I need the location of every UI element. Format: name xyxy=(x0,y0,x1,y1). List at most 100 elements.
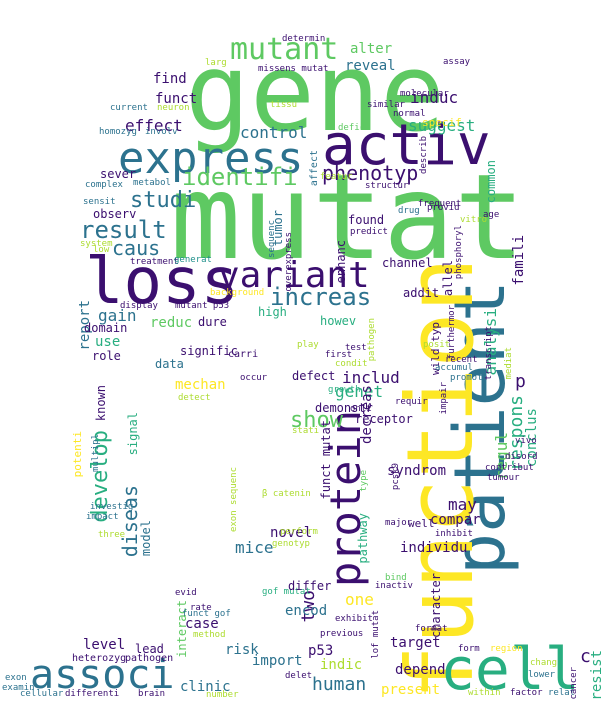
word-funct-mutat: funct mutat xyxy=(319,420,333,500)
word-depend: depend xyxy=(395,662,446,678)
word-play: play xyxy=(297,340,319,350)
word-mutant: mutant xyxy=(230,32,339,67)
word-allel: allel xyxy=(441,260,455,297)
word-model: model xyxy=(139,520,153,557)
word-within: within xyxy=(468,688,501,698)
word-individu: individu xyxy=(400,540,468,556)
word-mutant-p53: mutant p53 xyxy=(175,301,230,311)
word-receptor: receptor xyxy=(355,412,413,426)
word-present: present xyxy=(381,682,441,698)
word-novel: novel xyxy=(270,525,313,541)
word-decreas: decreas xyxy=(359,385,375,445)
word-case: case xyxy=(185,616,219,632)
word-test: test xyxy=(345,343,367,353)
word-heterozyg: heterozyg xyxy=(72,653,127,664)
word-p: p xyxy=(515,371,526,392)
word-character: character xyxy=(429,573,443,639)
word-delet: delet xyxy=(285,671,313,681)
word-howev: howev xyxy=(320,314,357,328)
word-observ: observ xyxy=(93,207,137,221)
word-lead: lead xyxy=(135,642,164,656)
word-gain: gain xyxy=(98,306,137,325)
word-dure: dure xyxy=(198,315,227,329)
word-diseas: diseas xyxy=(118,485,142,558)
word-transcript: transcript xyxy=(484,326,494,381)
word-background: background xyxy=(210,288,265,298)
word-lof-mutat: lof mutat xyxy=(371,610,381,659)
word-defect: defect xyxy=(292,369,336,383)
word-includ: includ xyxy=(342,368,400,387)
word-use: use xyxy=(95,334,121,350)
word-differ: differ xyxy=(288,579,332,593)
word-exon: exon xyxy=(5,673,27,683)
word-examin: examin xyxy=(2,683,35,693)
word-signific: signific xyxy=(180,344,238,358)
word-involv: involv xyxy=(145,127,178,137)
word-addit: addit xyxy=(403,286,440,300)
word-cancer: cancer xyxy=(569,667,579,700)
word-multipl: multipl xyxy=(91,434,101,472)
word-indic: indic xyxy=(320,657,363,673)
word-compar: compar xyxy=(430,512,481,528)
word-frequent: frequent xyxy=(418,199,462,209)
word-data: data xyxy=(155,357,184,371)
word-bind: bind xyxy=(385,573,407,583)
word-studi: studi xyxy=(130,188,197,213)
word-p53: p53 xyxy=(308,643,334,659)
word-channel: channel xyxy=(382,256,433,270)
word-import: import xyxy=(252,653,303,669)
word-increas: increas xyxy=(270,283,372,311)
word-recent: recent xyxy=(445,355,478,365)
word-phosphoryl: phosphoryl xyxy=(454,225,464,280)
word-genotyp: genotyp xyxy=(272,539,310,549)
word-type: type xyxy=(359,470,369,492)
word-determin: determin xyxy=(282,34,326,44)
word-pathogen: pathogen xyxy=(367,318,377,362)
word-caus: caus xyxy=(112,236,161,260)
word-factor: factor xyxy=(510,688,543,698)
word-chang: chang xyxy=(530,658,558,668)
word-clinic: clinic xyxy=(180,679,231,695)
word-treatment: treatment xyxy=(130,257,179,267)
word-missens-mutat: missens mutat xyxy=(258,64,329,74)
word-inactiv: inactiv xyxy=(375,581,413,591)
word-rate: rate xyxy=(190,603,212,613)
word-describ: describ xyxy=(419,136,429,174)
word-posit: posit xyxy=(423,340,451,350)
word-contribut: contribut xyxy=(485,463,534,473)
word-cellular: cellular xyxy=(20,689,64,699)
word-suggest: suggest xyxy=(408,116,476,135)
word-structur: structur xyxy=(365,181,409,191)
word-control: control xyxy=(240,123,308,142)
word-predict: predict xyxy=(350,227,388,237)
word-three: three xyxy=(98,530,126,540)
word-show: show xyxy=(290,408,343,433)
word-investig: investig xyxy=(90,502,134,512)
word-genet: genet xyxy=(335,382,384,401)
word-homozyg: homozyg xyxy=(99,127,137,137)
word-form: form xyxy=(458,644,480,654)
word-level: level xyxy=(83,637,126,653)
word-onli: onli xyxy=(350,404,372,414)
word-impair: impair xyxy=(439,382,449,415)
word-requir: requir xyxy=(395,397,428,407)
word-occur: occur xyxy=(240,373,268,383)
word-sensit: sensit xyxy=(83,197,116,207)
word-sequenc: sequenc xyxy=(267,220,277,258)
word-catenin: β catenin xyxy=(262,489,311,499)
word-larg: larg xyxy=(205,58,227,68)
word-mice: mice xyxy=(235,538,274,557)
word-metabol: metabol xyxy=(133,178,171,188)
word-identifi: identifi xyxy=(182,163,298,191)
word-impact: impact xyxy=(86,512,119,522)
word-evid: evid xyxy=(175,588,197,598)
word-activ: activ xyxy=(322,113,491,178)
word-display: display xyxy=(120,301,158,311)
word-neuron: neuron xyxy=(157,103,190,113)
word-loss: loss xyxy=(85,245,240,319)
word-found: found xyxy=(348,213,385,227)
word-number: number xyxy=(206,690,239,700)
word-perform: perform xyxy=(280,527,318,537)
word-lower: lower xyxy=(528,670,556,680)
